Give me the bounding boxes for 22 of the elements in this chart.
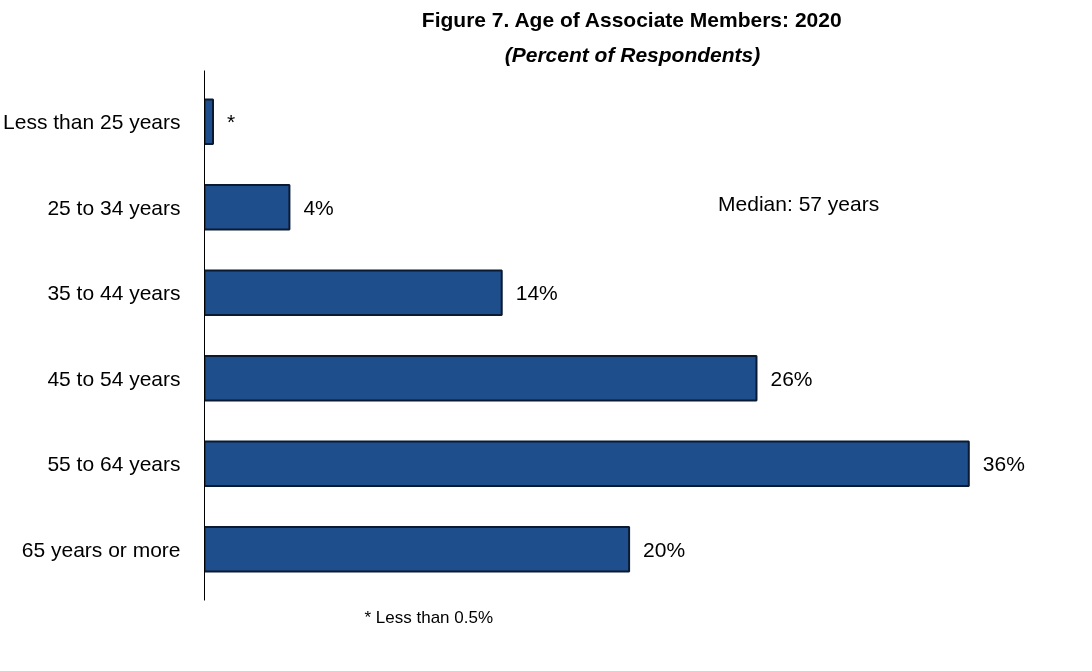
bar [204,184,291,231]
y-tick-label: 45 to 54 years [47,366,181,390]
data-label: 14% [515,281,558,305]
data-label: 26% [770,366,813,390]
bar [204,355,758,402]
y-tick-label: 35 to 44 years [47,281,181,305]
chart-subtitle: (Percent of Respondents) [504,42,761,66]
bar [204,440,970,487]
bar [204,525,631,573]
bar [204,98,214,146]
chart-title: Figure 7. Age of Associate Members: 2020 [421,7,842,31]
text: * Less than 0.5% [364,607,494,627]
y-tick-label: 65 years or more [21,537,181,561]
bar [204,269,503,316]
data-label: 20% [643,537,686,561]
y-tick-label: 25 to 34 years [47,195,181,219]
y-tick-label: Less than 25 years [3,110,181,134]
data-label: 36% [982,452,1025,476]
data-label: * [226,110,236,134]
y-tick-label: 55 to 64 years [47,452,181,476]
data-label: 4% [303,195,334,219]
annotation: Median: 57 years [718,191,880,215]
